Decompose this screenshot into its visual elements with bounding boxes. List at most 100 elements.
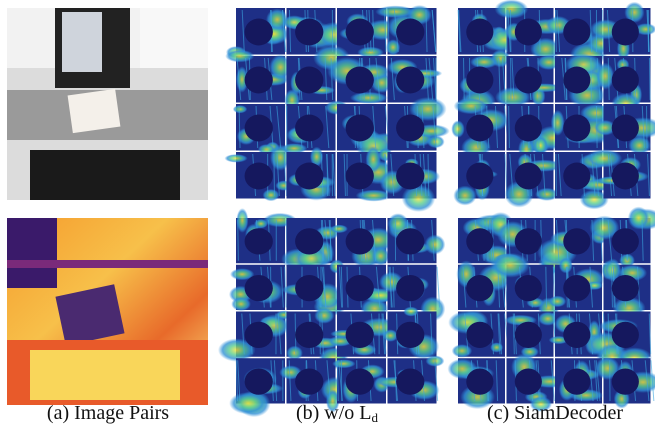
feature-tile-part: [451, 120, 465, 138]
feature-tile-part: [589, 266, 593, 308]
feature-tile-part: [388, 266, 393, 308]
feature-tile-part: [427, 153, 430, 197]
feature-tile-part: [557, 153, 562, 197]
caption-c: (c) SiamDecoder: [487, 402, 623, 424]
feature-tile-part: [650, 360, 655, 402]
caption-b-sub: d: [372, 410, 379, 425]
feature-tile-part: [507, 9, 511, 53]
feature-tile-part: [606, 9, 611, 53]
feature-tile-part: [325, 105, 330, 149]
feature-tile-part: [330, 224, 348, 234]
feature-tile-part: [345, 114, 374, 142]
feature-tile-part: [563, 162, 591, 190]
feature-tile-part: [514, 321, 542, 348]
feature-tile-part: [466, 368, 494, 395]
feature-tile-part: [345, 321, 374, 348]
feature-tile-part: [607, 57, 610, 101]
feature-tile-part: [244, 321, 273, 348]
feature-tile-part: [611, 228, 639, 255]
feature-tile-part: [277, 313, 282, 355]
feature-tile-part: [229, 392, 267, 415]
feature-tile-part: [611, 162, 639, 190]
feature-tile-part: [558, 257, 573, 274]
feature-tile-part: [589, 215, 620, 240]
feature-tile-part: [627, 206, 650, 230]
feature-tile-part: [295, 66, 324, 94]
feature-tile-part: [236, 57, 242, 101]
feature-tile-part: [288, 9, 292, 53]
feature-tile-part: [494, 0, 529, 19]
feature-tile-part: [324, 57, 328, 101]
feature-tile-part: [514, 114, 542, 142]
feature-tile-part: [241, 9, 245, 53]
feature-tile-part: [463, 57, 465, 101]
feature-tile-part: [288, 360, 292, 402]
feature-tile-part: [396, 66, 425, 94]
feature-tile-part: [422, 153, 427, 197]
feature-tile-part: [512, 313, 515, 355]
feature-tile-part: [494, 105, 499, 149]
feature-tile-part: [514, 228, 542, 255]
feature-tile-part: [490, 252, 530, 278]
feature-tile-part: [401, 184, 436, 212]
feature-tile-part: [603, 313, 606, 355]
feature-tile-part: [594, 119, 616, 136]
feature-tile-part: [563, 321, 591, 348]
feature-tile-part: [466, 114, 494, 142]
feature-tile-part: [345, 275, 374, 302]
feature-tile-part: [295, 321, 324, 348]
feature-tile-part: [647, 153, 650, 197]
feature-tile-part: [295, 114, 324, 142]
feature-tile-part: [231, 296, 251, 312]
feature-tile-part: [588, 360, 594, 402]
feature-tile-part: [396, 368, 425, 395]
feature-tile-part: [431, 219, 435, 261]
feature-tile-part: [611, 275, 639, 302]
feature-tile-part: [563, 66, 591, 94]
feature-tile-part: [372, 219, 377, 261]
feature-tile-part: [244, 162, 273, 190]
feature-tile-part: [457, 9, 461, 53]
feature-tile-part: [321, 266, 327, 308]
feature-tile-part: [542, 153, 546, 197]
feature-tile-part: [453, 185, 477, 206]
feature-tile-part: [548, 295, 567, 308]
feature-tile-part: [386, 39, 401, 56]
feature-tile-part: [611, 321, 639, 348]
feature-tile-part: [396, 228, 425, 255]
feature-tile-part: [641, 219, 644, 261]
feature-tile-part: [563, 18, 591, 46]
feature-tile-part: [641, 105, 645, 149]
feature-tile-part: [328, 219, 333, 261]
thermal-image: [7, 218, 208, 405]
feature-tile-part: [310, 146, 324, 167]
feature-tile-part: [365, 145, 382, 173]
feature-tile-part: [466, 228, 494, 255]
feature-tile-part: [511, 57, 515, 101]
feature-tile-part: [230, 268, 255, 281]
feature-tile-part: [345, 228, 374, 255]
feature-tile-part: [340, 266, 344, 308]
feature-tile-part: [396, 162, 425, 190]
feature-tile-part: [371, 246, 390, 266]
feature-tile-part: [217, 338, 256, 362]
feature-tile-part: [244, 66, 273, 94]
feature-tile-part: [232, 105, 248, 114]
feature-tile-part: [466, 18, 494, 46]
feature-tile-part: [409, 96, 447, 121]
feature-tile-part: [432, 105, 437, 149]
feature-tile-part: [462, 266, 467, 308]
feature-tile-part: [634, 23, 655, 36]
feature-tile-part: [355, 189, 392, 202]
feature-tile-part: [235, 66, 249, 93]
feature-tile-part: [514, 18, 542, 46]
feature-tile-part: [244, 275, 273, 302]
feature-tile-part: [345, 66, 374, 94]
feature-tile-part: [529, 396, 553, 412]
feature-tile-part: [563, 114, 591, 142]
feature-tile-part: [508, 105, 510, 149]
feature-tile-part: [548, 335, 569, 345]
feature-tile-part: [428, 57, 434, 101]
feature-tile-part: [343, 153, 346, 197]
feature-tile-part: [372, 105, 377, 149]
